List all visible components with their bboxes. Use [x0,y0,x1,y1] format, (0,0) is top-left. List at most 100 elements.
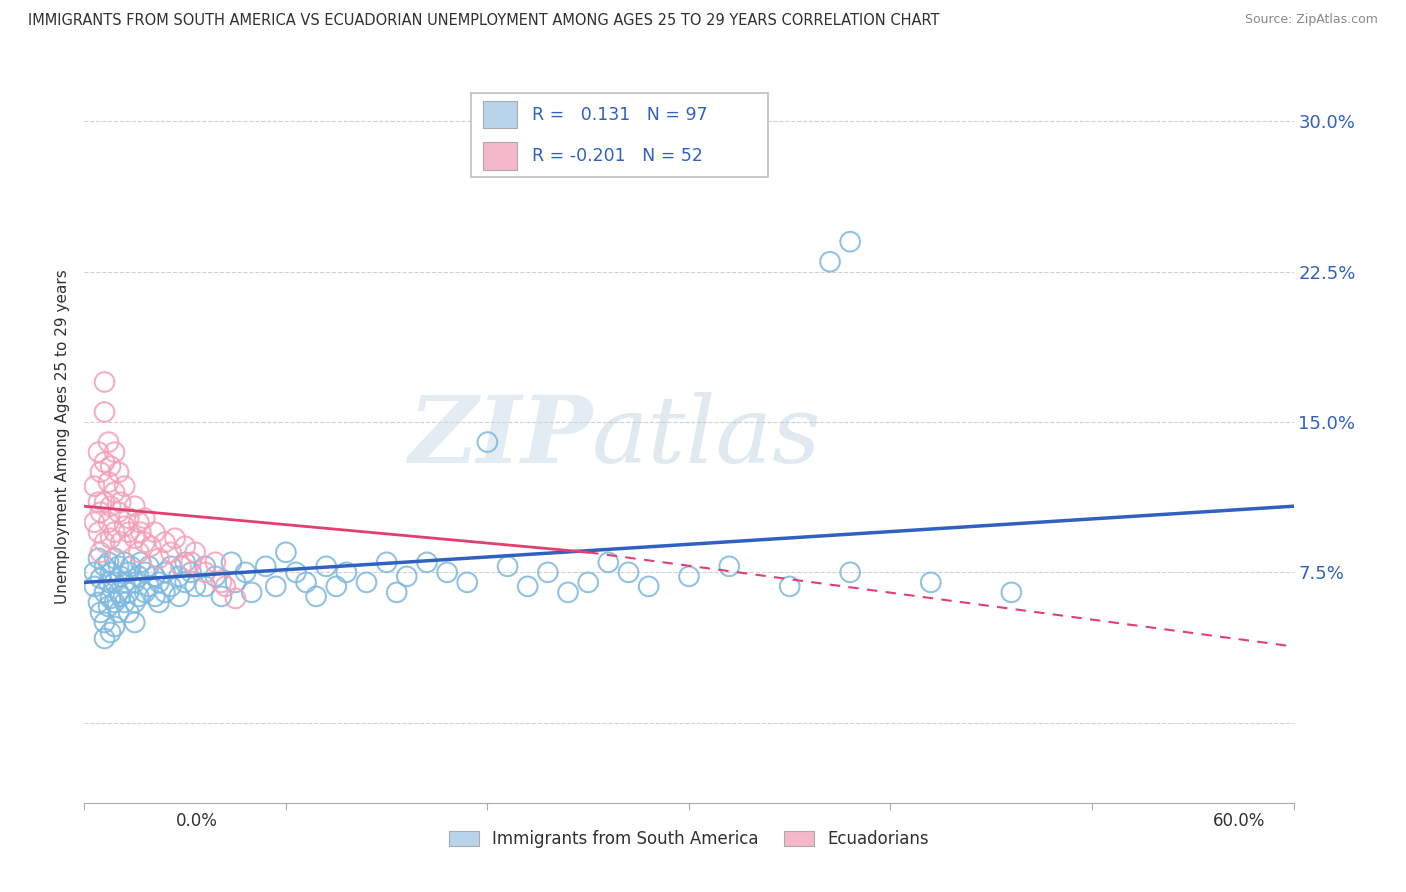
Point [557,585,579,599]
Point [209,575,232,590]
Point [678,569,700,583]
Point [204,555,226,569]
Point [104,575,127,590]
Point [107,585,129,599]
Point [87,551,110,566]
Text: ZIP: ZIP [408,392,592,482]
Point [170,559,193,574]
Point [120,559,142,574]
Point [839,566,862,580]
Point [87,595,110,609]
Point [89,465,111,479]
Point [153,585,176,599]
Point [385,585,408,599]
Point [97,599,120,614]
Point [129,525,152,540]
Point [285,566,308,580]
Point [100,566,122,580]
Point [118,566,141,580]
Point [110,590,132,604]
Point [240,585,263,599]
Point [375,555,398,569]
Point [839,235,862,249]
Point [174,575,197,590]
Point [143,569,166,583]
Point [153,566,176,580]
Point [274,545,297,559]
Point [129,555,152,569]
Point [114,575,136,590]
Point [110,495,132,509]
Point [204,569,226,583]
Point [160,559,183,574]
Text: 0.0%: 0.0% [176,812,218,830]
Text: IMMIGRANTS FROM SOUTH AMERICA VS ECUADORIAN UNEMPLOYMENT AMONG AGES 25 TO 29 YEA: IMMIGRANTS FROM SOUTH AMERICA VS ECUADOR… [28,13,939,29]
Point [100,500,122,514]
Point [264,579,287,593]
Point [138,579,160,593]
Point [89,545,111,559]
Point [97,515,120,529]
Point [89,505,111,519]
Point [100,459,122,474]
Point [83,566,105,580]
Point [436,566,458,580]
Point [477,435,499,450]
Point [160,579,183,593]
Point [93,559,115,574]
Point [134,511,156,525]
Bar [471,94,768,178]
Point [576,575,599,590]
Point [167,590,190,604]
Point [107,606,129,620]
Point [165,531,187,545]
Point [118,585,141,599]
Point [295,575,318,590]
Point [83,515,105,529]
Point [416,555,439,569]
Point [110,535,132,549]
Point [456,575,478,590]
Point [305,590,328,604]
Point [148,595,170,609]
Point [93,585,115,599]
Point [139,539,162,553]
Point [89,571,111,585]
Point [100,531,122,545]
Point [148,551,170,566]
Point [174,555,197,569]
Point [1000,585,1022,599]
Point [83,479,105,493]
Point [138,559,160,574]
Point [87,525,110,540]
Text: atlas: atlas [592,392,821,482]
Bar [484,101,517,128]
Point [87,445,110,459]
Point [93,615,115,630]
Point [97,435,120,450]
Point [718,559,741,574]
Point [194,566,217,580]
Point [124,595,146,609]
Point [114,479,136,493]
Bar [484,143,517,170]
Point [184,579,207,593]
Point [97,475,120,490]
Point [128,569,150,583]
Point [114,595,136,609]
Point [107,505,129,519]
Text: R =   0.131   N = 97: R = 0.131 N = 97 [531,105,707,123]
Point [537,566,560,580]
Point [325,579,347,593]
Point [124,531,146,545]
Point [93,455,115,469]
Point [124,500,146,514]
Point [104,595,127,609]
Point [779,579,801,593]
Point [920,575,942,590]
Point [107,465,129,479]
Legend: Immigrants from South America, Ecuadorians: Immigrants from South America, Ecuadoria… [440,822,938,856]
Point [124,575,146,590]
Point [83,579,105,593]
Point [93,632,115,646]
